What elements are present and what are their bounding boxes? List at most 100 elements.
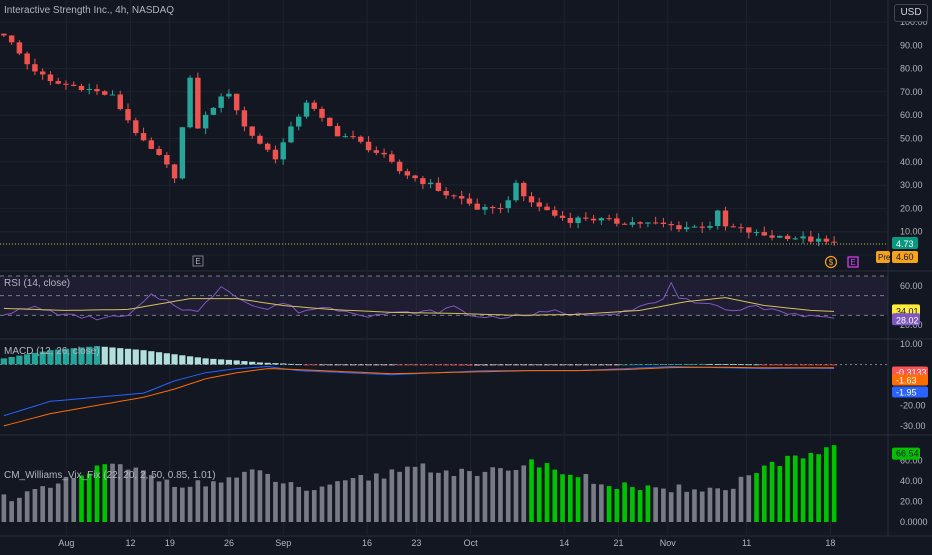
macd-histogram-bar bbox=[761, 364, 768, 366]
candle bbox=[109, 94, 116, 96]
macd-histogram-bar bbox=[0, 358, 7, 365]
candle bbox=[598, 218, 605, 221]
vix-bar bbox=[645, 485, 651, 522]
candle bbox=[39, 71, 46, 75]
vix-bar bbox=[443, 470, 449, 522]
candle bbox=[125, 109, 131, 121]
macd-histogram-bar bbox=[24, 354, 31, 365]
currency-button[interactable]: USD bbox=[894, 4, 928, 22]
candle bbox=[722, 210, 729, 227]
candle bbox=[94, 89, 100, 92]
vix-bar bbox=[692, 489, 697, 522]
candle bbox=[738, 227, 744, 229]
vix-bar bbox=[148, 475, 154, 522]
vix-bar bbox=[172, 486, 177, 522]
macd-histogram-bar bbox=[768, 364, 776, 366]
candle bbox=[171, 164, 178, 179]
candle bbox=[241, 110, 248, 127]
macd-histogram-bar bbox=[753, 364, 760, 366]
vix-bar bbox=[79, 475, 84, 522]
macd-histogram-bar bbox=[117, 348, 124, 365]
macd-histogram-bar bbox=[675, 364, 683, 365]
candle bbox=[296, 116, 302, 127]
candle bbox=[334, 126, 341, 137]
candle bbox=[753, 232, 760, 234]
candle bbox=[280, 142, 286, 160]
vix-bar bbox=[71, 477, 77, 522]
vix-bar bbox=[265, 473, 271, 522]
macd-histogram-bar bbox=[823, 364, 830, 366]
candle bbox=[78, 85, 85, 91]
candle bbox=[233, 93, 240, 111]
vix-bar bbox=[583, 474, 589, 522]
macd-histogram-bar bbox=[396, 364, 403, 366]
macd-histogram-bar bbox=[109, 347, 116, 365]
vix-bar bbox=[808, 452, 814, 522]
candle bbox=[8, 35, 15, 43]
y-tick-label: -30.00 bbox=[900, 421, 926, 431]
macd-histogram-bar bbox=[124, 348, 132, 365]
candle bbox=[536, 202, 542, 207]
macd-histogram-bar bbox=[792, 364, 799, 366]
candle bbox=[303, 102, 310, 117]
vix-bar bbox=[117, 464, 123, 522]
candle bbox=[808, 236, 814, 242]
vix-bar bbox=[280, 483, 286, 522]
vix-bar bbox=[560, 474, 565, 522]
macd-histogram-bar bbox=[815, 364, 822, 366]
candle bbox=[70, 84, 77, 86]
candle bbox=[784, 235, 791, 240]
rsi-value: 28.02 bbox=[896, 315, 919, 325]
macd-histogram-bar bbox=[505, 364, 512, 366]
macd-histogram-bar bbox=[776, 364, 783, 366]
vix-bar bbox=[397, 471, 402, 522]
vix-bar bbox=[1, 494, 7, 522]
candle bbox=[831, 241, 837, 243]
vix-bar bbox=[218, 482, 224, 522]
vix-bar bbox=[17, 497, 22, 522]
vix-bar bbox=[187, 486, 193, 522]
candle bbox=[699, 226, 705, 228]
macd-histogram-bar bbox=[567, 364, 574, 366]
macd-histogram-bar bbox=[574, 364, 582, 366]
signal-line bbox=[3, 366, 835, 427]
macd-histogram-bar bbox=[171, 354, 178, 365]
vix-bar bbox=[684, 491, 690, 522]
macd-histogram-bar bbox=[202, 358, 209, 365]
macd-histogram-bar bbox=[737, 364, 745, 366]
macd-histogram-bar bbox=[582, 364, 589, 366]
candle bbox=[187, 77, 193, 128]
vix-bar bbox=[110, 463, 115, 522]
macd-histogram-bar bbox=[512, 364, 520, 366]
macd-histogram-bar bbox=[466, 364, 473, 366]
candle bbox=[683, 227, 690, 230]
y-tick-label: 60.00 bbox=[900, 281, 923, 291]
vix-bar bbox=[761, 465, 767, 522]
vix-bar bbox=[513, 470, 519, 522]
macd-histogram-bar bbox=[373, 364, 380, 366]
rsi-title: RSI (14, close) bbox=[4, 278, 71, 289]
macd-histogram-bar bbox=[706, 363, 714, 365]
macd-histogram-bar bbox=[536, 364, 543, 366]
vix-bar bbox=[249, 469, 255, 522]
y-tick-label: 10.00 bbox=[900, 339, 923, 349]
vix-bar bbox=[327, 484, 333, 522]
candle bbox=[396, 161, 403, 172]
macd-histogram-bar bbox=[272, 363, 279, 365]
macd-histogram-bar bbox=[380, 364, 388, 366]
x-tick-label: 26 bbox=[224, 538, 234, 548]
vix-bar bbox=[738, 476, 744, 522]
candle bbox=[497, 208, 504, 210]
vix-bar bbox=[661, 488, 666, 522]
macd-histogram-bar bbox=[668, 364, 675, 365]
candle bbox=[404, 171, 411, 176]
x-tick-label: Aug bbox=[58, 538, 74, 548]
last-price-badge bbox=[892, 236, 918, 249]
candle bbox=[777, 235, 783, 238]
vix-bar bbox=[831, 445, 837, 522]
y-tick-label: 50.00 bbox=[900, 134, 923, 144]
symbol-title: Interactive Strength Inc., 4h, NASDAQ bbox=[4, 5, 175, 16]
rsi-ma-value: 34.01 bbox=[896, 306, 919, 316]
candle bbox=[358, 136, 364, 142]
candle bbox=[443, 190, 449, 196]
